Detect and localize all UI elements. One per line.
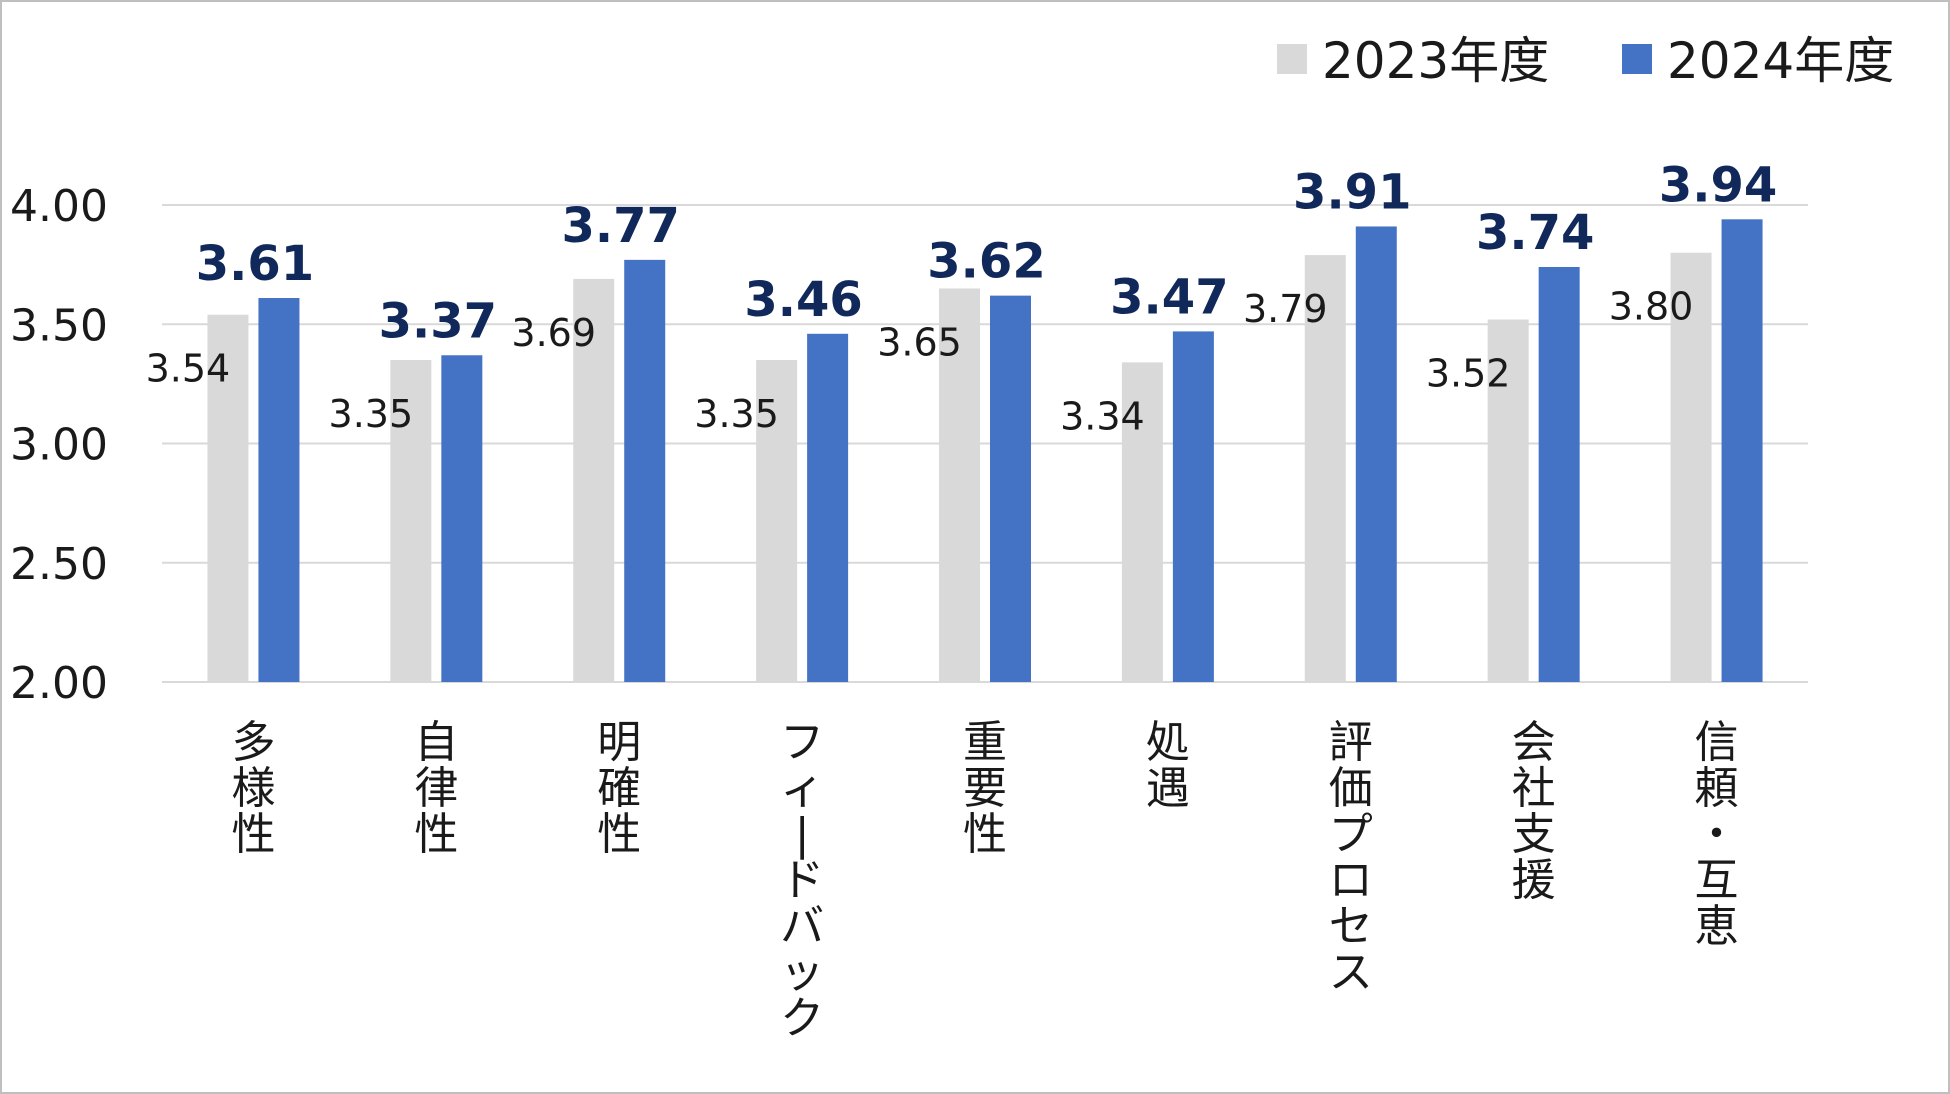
legend-label: 2024年度 <box>1667 32 1894 90</box>
x-category-char: 明 <box>597 717 641 768</box>
bar-2024 <box>258 298 300 682</box>
x-category-label: 評価プロセス <box>1329 717 1373 998</box>
x-category-label: 会社支援 <box>1512 717 1556 906</box>
data-label-2023: 3.35 <box>694 392 779 436</box>
x-category-char: 価 <box>1329 763 1373 814</box>
bar-2023 <box>390 360 432 682</box>
x-category-char: フ <box>780 717 824 768</box>
x-category-label: 自律性 <box>414 717 458 860</box>
bar-2023 <box>1670 252 1712 682</box>
x-category-char: 性 <box>963 809 1007 860</box>
x-category-char: ク <box>780 993 824 1044</box>
x-category-char: 遇 <box>1146 763 1190 814</box>
x-category-char: 自 <box>414 717 458 768</box>
x-category-char: 会 <box>1512 717 1556 768</box>
data-label-2024: 3.91 <box>1293 164 1411 220</box>
x-category-char: 重 <box>963 717 1007 768</box>
x-category-label: 処遇 <box>1146 717 1190 814</box>
x-category-char: 確 <box>597 763 641 814</box>
legend-swatch <box>1277 44 1307 74</box>
x-category-label: フィ|ドバック <box>780 717 824 1044</box>
x-category-label: 多様性 <box>231 717 275 860</box>
x-category-char: 社 <box>1512 763 1556 814</box>
legend-swatch <box>1622 44 1652 74</box>
data-label-2023: 3.54 <box>146 347 231 391</box>
x-category-label: 重要性 <box>963 717 1007 860</box>
data-label-2024: 3.61 <box>196 236 314 292</box>
x-category-char: 処 <box>1146 717 1190 768</box>
bar-2024 <box>624 259 666 682</box>
x-category-char: 評 <box>1329 717 1373 768</box>
data-label-2023: 3.52 <box>1426 351 1511 395</box>
x-category-char: ッ <box>780 947 824 998</box>
data-label-2024: 3.74 <box>1476 205 1594 261</box>
x-category-char: 要 <box>963 763 1007 814</box>
data-label-2024: 3.46 <box>744 272 862 328</box>
y-tick-label: 4.00 <box>10 181 108 232</box>
x-category-label: 明確性 <box>597 717 641 860</box>
y-tick-label: 3.50 <box>10 300 108 351</box>
bar-2023 <box>207 314 249 682</box>
bar-2023 <box>1121 362 1163 682</box>
x-category-char: ド <box>780 855 824 906</box>
bar-2024 <box>1172 331 1214 682</box>
legend: 2023年度 2024年度 <box>1277 32 1894 90</box>
x-category-char: ロ <box>1329 855 1373 906</box>
x-category-char: 信 <box>1695 717 1739 768</box>
x-category-char: 性 <box>414 809 458 860</box>
bar-2023 <box>1487 319 1529 682</box>
x-category-char: | <box>795 809 810 860</box>
data-label-2024: 3.62 <box>927 234 1045 290</box>
data-label-2024: 3.77 <box>562 198 680 254</box>
x-category-char: 律 <box>414 763 458 814</box>
x-category-char: ス <box>1329 947 1373 998</box>
x-category-char: バ <box>780 901 824 952</box>
bar-2024 <box>1538 267 1580 682</box>
x-category-char: ィ <box>780 763 824 814</box>
x-category-char: セ <box>1329 901 1373 952</box>
x-category-char: 頼 <box>1695 763 1739 814</box>
y-axis: 2.00 2.50 3.00 3.50 4.00 <box>10 181 108 709</box>
data-label-2023: 3.79 <box>1243 287 1328 331</box>
x-category-char: 性 <box>231 809 275 860</box>
data-label-2023: 3.65 <box>877 320 962 364</box>
x-category-char: 性 <box>597 809 641 860</box>
x-category-char: 支 <box>1512 809 1556 860</box>
data-label-2023: 3.80 <box>1609 285 1694 329</box>
bar-2023 <box>573 278 615 682</box>
y-tick-label: 2.50 <box>10 539 108 590</box>
x-category-char: 互 <box>1695 855 1739 906</box>
x-category-label: 信頼・互恵 <box>1695 717 1739 952</box>
bars <box>207 219 1763 682</box>
y-tick-label: 2.00 <box>10 658 108 709</box>
data-label-2024: 3.37 <box>379 293 497 349</box>
bar-2024 <box>990 295 1031 682</box>
data-labels: 3.54 3.61 3.35 3.37 3.69 3.77 3.35 3.46 3.65 3.62… <box>146 157 1778 438</box>
bar-2024 <box>441 355 483 682</box>
legend-label: 2023年度 <box>1322 32 1549 90</box>
bar-2023 <box>756 360 798 682</box>
x-category-char: 援 <box>1512 855 1556 906</box>
x-category-char: 多 <box>231 717 275 768</box>
x-category-char: 恵 <box>1695 901 1739 952</box>
bar-2023 <box>939 288 980 682</box>
bar-2024 <box>807 333 849 682</box>
x-category-char: ・ <box>1695 809 1739 860</box>
data-label-2023: 3.69 <box>511 311 596 355</box>
x-category-char: プ <box>1329 809 1373 860</box>
bar-2024 <box>1721 219 1763 682</box>
y-tick-label: 3.00 <box>10 420 108 471</box>
data-label-2023: 3.35 <box>329 392 414 436</box>
data-label-2023: 3.34 <box>1060 394 1145 438</box>
x-category-char: 様 <box>231 763 275 814</box>
data-label-2024: 3.47 <box>1110 269 1228 325</box>
bar-2023 <box>1304 255 1346 682</box>
bar-2024 <box>1355 226 1397 682</box>
data-label-2024: 3.94 <box>1659 157 1777 213</box>
gridlines <box>162 204 1808 683</box>
